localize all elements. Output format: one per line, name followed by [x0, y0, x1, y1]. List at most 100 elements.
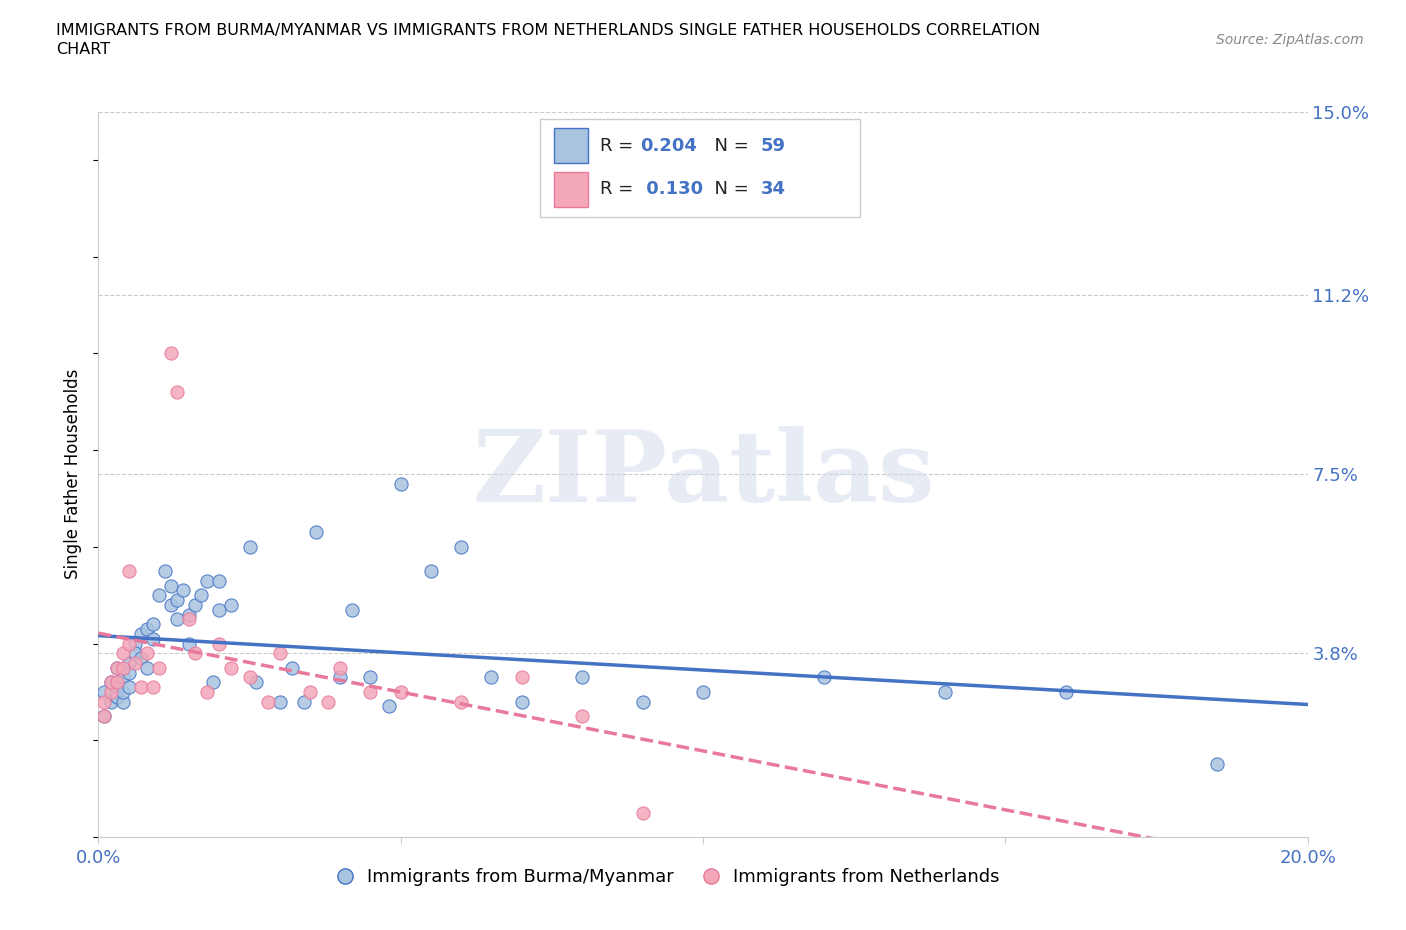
- Point: [269, 645, 291, 660]
- Point: [142, 631, 165, 646]
- Point: [316, 694, 339, 709]
- Text: R =: R =: [600, 138, 640, 155]
- Point: [184, 597, 207, 612]
- Point: [124, 645, 146, 660]
- Point: [166, 592, 188, 607]
- Point: [1054, 684, 1077, 699]
- Point: [179, 612, 201, 627]
- Point: [129, 651, 152, 666]
- Point: [105, 660, 128, 675]
- Point: [135, 621, 157, 636]
- Point: [93, 684, 115, 699]
- Point: [631, 805, 654, 820]
- Point: [111, 694, 134, 709]
- Point: [118, 680, 141, 695]
- Text: IMMIGRANTS FROM BURMA/MYANMAR VS IMMIGRANTS FROM NETHERLANDS SINGLE FATHER HOUSE: IMMIGRANTS FROM BURMA/MYANMAR VS IMMIGRA…: [56, 23, 1040, 38]
- Point: [299, 684, 322, 699]
- Point: [1206, 757, 1229, 772]
- Point: [179, 636, 201, 651]
- Point: [208, 603, 231, 618]
- Point: [100, 694, 122, 709]
- Point: [148, 660, 170, 675]
- Point: [934, 684, 956, 699]
- Point: [100, 675, 122, 690]
- Point: [142, 617, 165, 631]
- Point: [93, 709, 115, 724]
- Point: [571, 709, 593, 724]
- Text: CHART: CHART: [56, 42, 110, 57]
- Point: [245, 675, 267, 690]
- Point: [105, 675, 128, 690]
- Point: [166, 385, 188, 400]
- Point: [118, 665, 141, 680]
- Point: [202, 675, 225, 690]
- Text: 0.204: 0.204: [640, 138, 697, 155]
- Point: [389, 476, 412, 491]
- Point: [239, 670, 262, 684]
- Point: [481, 670, 503, 684]
- Point: [420, 564, 443, 578]
- Point: [93, 694, 115, 709]
- Legend: Immigrants from Burma/Myanmar, Immigrants from Netherlands: Immigrants from Burma/Myanmar, Immigrant…: [326, 861, 1007, 893]
- Point: [190, 588, 212, 603]
- Point: [100, 684, 122, 699]
- Text: 59: 59: [761, 138, 786, 155]
- Point: [135, 645, 157, 660]
- Point: [342, 603, 364, 618]
- Text: N =: N =: [703, 180, 755, 198]
- Point: [153, 564, 176, 578]
- Bar: [554, 128, 588, 163]
- Point: [269, 694, 291, 709]
- Point: [571, 670, 593, 684]
- Point: [124, 656, 146, 671]
- Point: [208, 573, 231, 588]
- Y-axis label: Single Father Households: Single Father Households: [65, 369, 83, 579]
- Point: [450, 694, 472, 709]
- Point: [135, 660, 157, 675]
- Point: [118, 636, 141, 651]
- Point: [184, 645, 207, 660]
- Text: ZIPatlas: ZIPatlas: [472, 426, 934, 523]
- Point: [118, 656, 141, 671]
- Point: [221, 660, 243, 675]
- Point: [305, 525, 328, 539]
- Text: 0.130: 0.130: [640, 180, 703, 198]
- Point: [105, 680, 128, 695]
- Text: N =: N =: [703, 138, 755, 155]
- Point: [510, 670, 533, 684]
- Point: [124, 636, 146, 651]
- Point: [239, 539, 262, 554]
- Point: [179, 607, 201, 622]
- Bar: [554, 172, 588, 207]
- Point: [221, 597, 243, 612]
- Text: Source: ZipAtlas.com: Source: ZipAtlas.com: [1216, 33, 1364, 46]
- Point: [129, 680, 152, 695]
- Point: [813, 670, 835, 684]
- Point: [148, 588, 170, 603]
- Point: [389, 684, 412, 699]
- Point: [510, 694, 533, 709]
- Point: [329, 670, 352, 684]
- Point: [256, 694, 278, 709]
- Point: [105, 689, 128, 704]
- Point: [111, 670, 134, 684]
- Point: [118, 564, 141, 578]
- Point: [129, 627, 152, 642]
- Point: [142, 680, 165, 695]
- Point: [292, 694, 315, 709]
- Point: [111, 645, 134, 660]
- Text: R =: R =: [600, 180, 640, 198]
- Point: [631, 694, 654, 709]
- Point: [360, 670, 382, 684]
- Point: [208, 636, 231, 651]
- Point: [360, 684, 382, 699]
- Point: [281, 660, 304, 675]
- Point: [111, 684, 134, 699]
- Point: [195, 684, 218, 699]
- Point: [160, 346, 183, 361]
- Point: [93, 709, 115, 724]
- Point: [195, 573, 218, 588]
- Point: [111, 660, 134, 675]
- Point: [100, 675, 122, 690]
- Point: [377, 699, 399, 714]
